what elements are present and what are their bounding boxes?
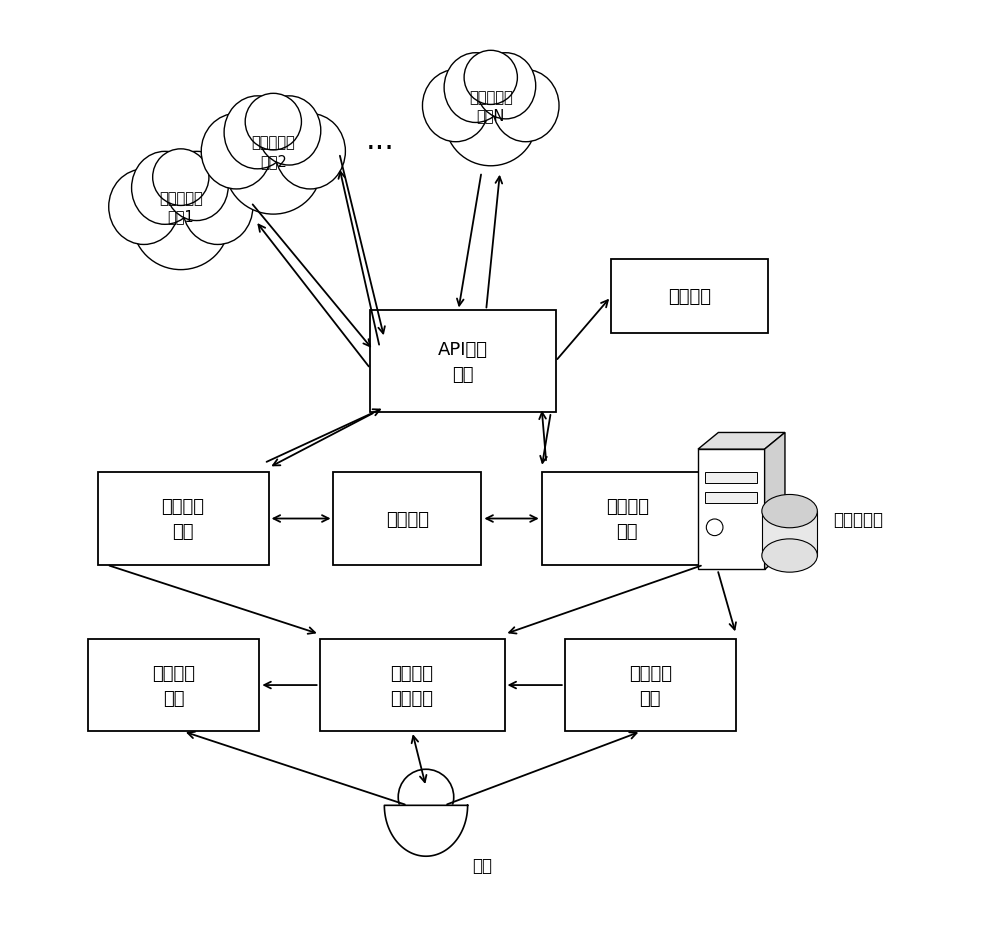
Ellipse shape — [275, 114, 345, 190]
Text: 云存储服务
平台N: 云存储服务 平台N — [469, 90, 513, 123]
Bar — [320, 639, 505, 731]
Text: 云存储服务
平台1: 云存储服务 平台1 — [159, 191, 203, 224]
Bar — [542, 473, 713, 565]
Bar — [565, 639, 736, 731]
Ellipse shape — [257, 96, 321, 166]
Bar — [88, 639, 259, 731]
Ellipse shape — [132, 176, 229, 271]
Text: 文件备份
模块: 文件备份 模块 — [162, 498, 205, 540]
Bar — [705, 492, 757, 503]
Bar — [762, 512, 817, 556]
Ellipse shape — [422, 70, 489, 143]
Text: 账户管理
模块: 账户管理 模块 — [629, 664, 672, 706]
Ellipse shape — [183, 170, 253, 246]
Polygon shape — [765, 433, 785, 570]
Ellipse shape — [225, 121, 322, 215]
Text: ···: ··· — [365, 134, 394, 164]
Bar — [698, 450, 765, 570]
Text: 用户: 用户 — [472, 857, 492, 874]
Text: 日志模块: 日志模块 — [668, 288, 711, 306]
Polygon shape — [698, 433, 785, 450]
Ellipse shape — [201, 114, 272, 190]
Bar — [705, 472, 757, 483]
Ellipse shape — [445, 77, 537, 167]
Text: 云存储客
户端实例: 云存储客 户端实例 — [391, 664, 434, 706]
Ellipse shape — [762, 540, 817, 573]
Bar — [98, 473, 269, 565]
Ellipse shape — [224, 96, 291, 170]
Ellipse shape — [132, 152, 198, 225]
Text: 账户数据库: 账户数据库 — [833, 510, 883, 528]
Bar — [333, 473, 481, 565]
Circle shape — [706, 519, 723, 536]
Text: 常用设置
模块: 常用设置 模块 — [152, 664, 195, 706]
Ellipse shape — [762, 495, 817, 528]
Ellipse shape — [492, 70, 559, 143]
Bar — [611, 260, 768, 334]
Polygon shape — [384, 806, 468, 857]
Circle shape — [398, 769, 454, 825]
Ellipse shape — [109, 170, 179, 246]
Text: 文件同步
模块: 文件同步 模块 — [606, 498, 649, 540]
Ellipse shape — [464, 51, 517, 106]
Text: 同步文件: 同步文件 — [386, 510, 429, 528]
Bar — [370, 311, 556, 413]
Text: API控制
模块: API控制 模块 — [438, 340, 488, 383]
Ellipse shape — [153, 149, 209, 206]
Ellipse shape — [476, 54, 536, 120]
Ellipse shape — [245, 95, 301, 151]
Text: 云存储服务
平台2: 云存储服务 平台2 — [251, 135, 295, 169]
Ellipse shape — [444, 54, 507, 123]
Ellipse shape — [165, 152, 228, 222]
